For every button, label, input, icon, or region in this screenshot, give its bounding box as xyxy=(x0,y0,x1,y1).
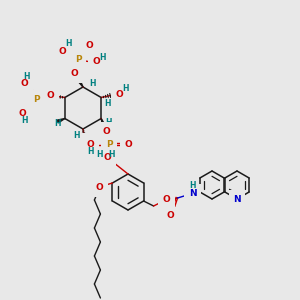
Text: N: N xyxy=(233,194,241,203)
Text: H: H xyxy=(22,116,28,125)
Text: H: H xyxy=(92,142,98,152)
Text: H: H xyxy=(87,147,93,156)
Polygon shape xyxy=(77,78,83,87)
Text: O: O xyxy=(167,212,175,220)
Text: H: H xyxy=(99,52,105,62)
Polygon shape xyxy=(101,118,106,127)
Text: O: O xyxy=(21,79,29,88)
Text: H: H xyxy=(122,84,128,93)
Text: H: H xyxy=(89,80,95,88)
Text: O: O xyxy=(92,58,100,67)
Text: O: O xyxy=(70,70,78,79)
Text: H: H xyxy=(108,150,114,159)
Polygon shape xyxy=(57,118,65,123)
Text: H: H xyxy=(55,119,61,128)
Text: O: O xyxy=(102,127,110,136)
Text: P: P xyxy=(34,95,40,104)
Text: P: P xyxy=(106,140,112,149)
Text: O: O xyxy=(85,41,93,50)
Text: O: O xyxy=(19,109,27,118)
Text: H: H xyxy=(73,130,79,140)
Text: O: O xyxy=(85,137,93,146)
Text: H: H xyxy=(65,40,71,49)
Text: P: P xyxy=(75,56,81,64)
Text: O: O xyxy=(95,184,103,193)
Text: H: H xyxy=(105,118,111,127)
Text: O: O xyxy=(103,153,111,162)
Text: O: O xyxy=(115,90,123,99)
Text: H: H xyxy=(24,72,30,81)
Text: O: O xyxy=(58,47,66,56)
Text: O: O xyxy=(86,140,94,149)
Text: N: N xyxy=(189,188,196,197)
Text: O: O xyxy=(47,91,55,100)
Text: O: O xyxy=(163,196,170,205)
Text: H: H xyxy=(96,150,102,159)
Text: H: H xyxy=(189,182,196,190)
Text: O: O xyxy=(124,140,132,149)
Text: H: H xyxy=(104,99,110,108)
